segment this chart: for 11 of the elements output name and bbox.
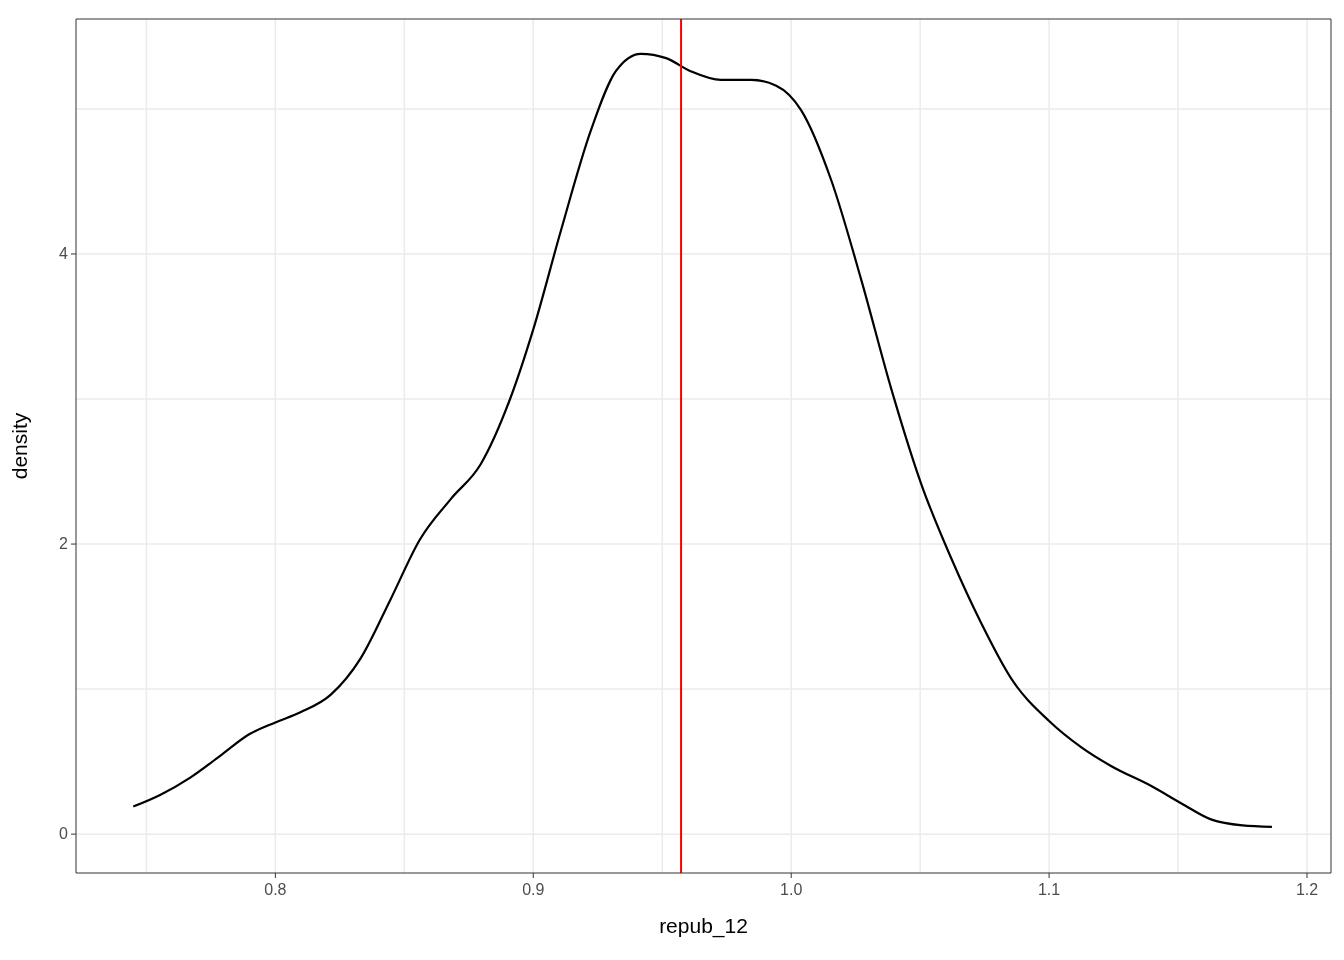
x-tick-label: 1.2 [1295, 881, 1319, 898]
y-tick-label: 0 [59, 825, 69, 843]
x-axis-title: repub_12 [659, 914, 748, 938]
y-tick-label: 2 [59, 535, 69, 553]
x-tick-label: 0.9 [522, 881, 545, 898]
x-tick-label: 1.1 [1037, 881, 1061, 898]
x-tick-label: 0.8 [264, 881, 287, 898]
text: 1.0 [780, 881, 803, 898]
y-tick-label: 4 [59, 244, 69, 262]
line-series [132, 52, 1274, 828]
y-axis-title: density [8, 412, 32, 480]
